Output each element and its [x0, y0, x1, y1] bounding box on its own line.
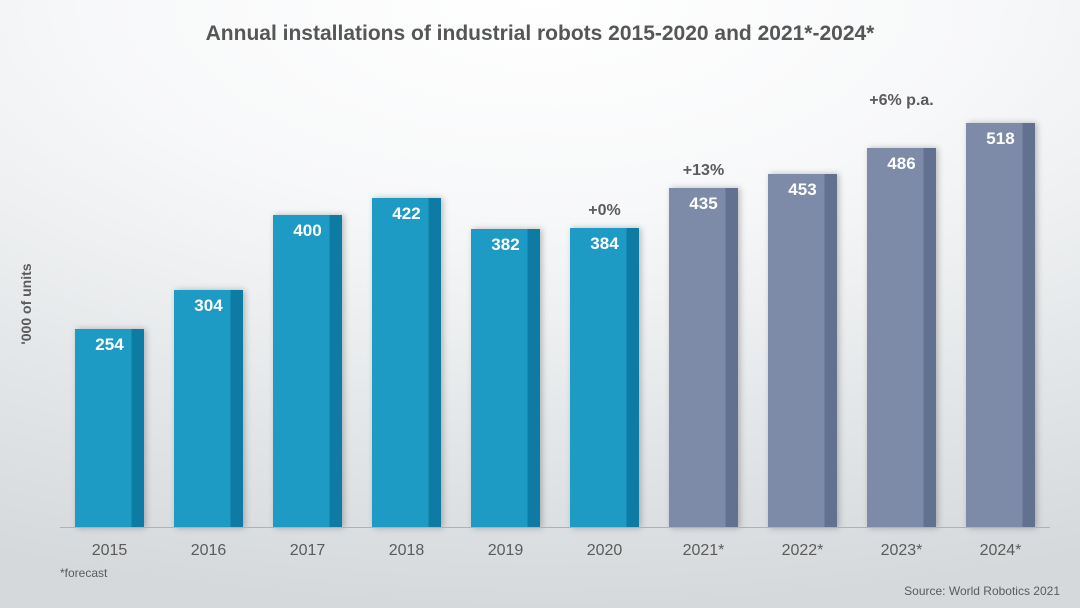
bar-annotation: +13%: [669, 162, 738, 180]
bar-value-label: 453: [768, 180, 837, 200]
bar-chart: Annual installations of industrial robot…: [0, 0, 1080, 608]
x-axis-tick-label: 2015: [60, 528, 159, 560]
bar-value-label: 435: [669, 194, 738, 214]
bar-slot: 4532022*: [753, 90, 852, 528]
bar: 435+13%: [669, 188, 738, 528]
bar-slot: 3042016: [159, 90, 258, 528]
plot-area: 25420153042016400201742220183822019384+0…: [60, 90, 1050, 528]
bar-slot: 2542015: [60, 90, 159, 528]
bar: 382: [471, 229, 540, 528]
bar-slot: 5182024*: [951, 90, 1050, 528]
bar: 518: [966, 123, 1035, 528]
bar: 422: [372, 198, 441, 528]
x-axis-tick-label: 2017: [258, 528, 357, 560]
bar-value-label: 486: [867, 154, 936, 174]
bar-slot: 4002017: [258, 90, 357, 528]
x-axis-tick-label: 2016: [159, 528, 258, 560]
bar-slot: 3822019: [456, 90, 555, 528]
bar-annotation: +6% p.a.: [846, 92, 957, 110]
bar: 304: [174, 290, 243, 528]
x-axis-tick-label: 2024*: [951, 528, 1050, 560]
bar-value-label: 518: [966, 129, 1035, 149]
bar-value-label: 304: [174, 296, 243, 316]
bar: 486+6% p.a.: [867, 148, 936, 528]
bar-annotation: +0%: [570, 202, 639, 220]
bar: 254: [75, 329, 144, 528]
bar: 384+0%: [570, 228, 639, 528]
bar-slot: 4222018: [357, 90, 456, 528]
x-axis-tick-label: 2022*: [753, 528, 852, 560]
footnote: *forecast: [60, 566, 107, 580]
bar-value-label: 382: [471, 235, 540, 255]
x-axis-tick-label: 2021*: [654, 528, 753, 560]
bar: 400: [273, 215, 342, 528]
bar-value-label: 400: [273, 221, 342, 241]
bar-slot: 384+0%2020: [555, 90, 654, 528]
bar-value-label: 384: [570, 234, 639, 254]
chart-title: Annual installations of industrial robot…: [0, 22, 1080, 46]
x-axis-tick-label: 2020: [555, 528, 654, 560]
bar-value-label: 422: [372, 204, 441, 224]
x-axis-tick-label: 2018: [357, 528, 456, 560]
x-axis-baseline: [60, 527, 1050, 528]
y-axis-label: '000 of units: [18, 263, 34, 344]
x-axis-tick-label: 2023*: [852, 528, 951, 560]
x-axis-tick-label: 2019: [456, 528, 555, 560]
source-label: Source: World Robotics 2021: [904, 584, 1060, 598]
bar: 453: [768, 174, 837, 528]
bar-value-label: 254: [75, 335, 144, 355]
bar-slot: 435+13%2021*: [654, 90, 753, 528]
bar-slot: 486+6% p.a.2023*: [852, 90, 951, 528]
